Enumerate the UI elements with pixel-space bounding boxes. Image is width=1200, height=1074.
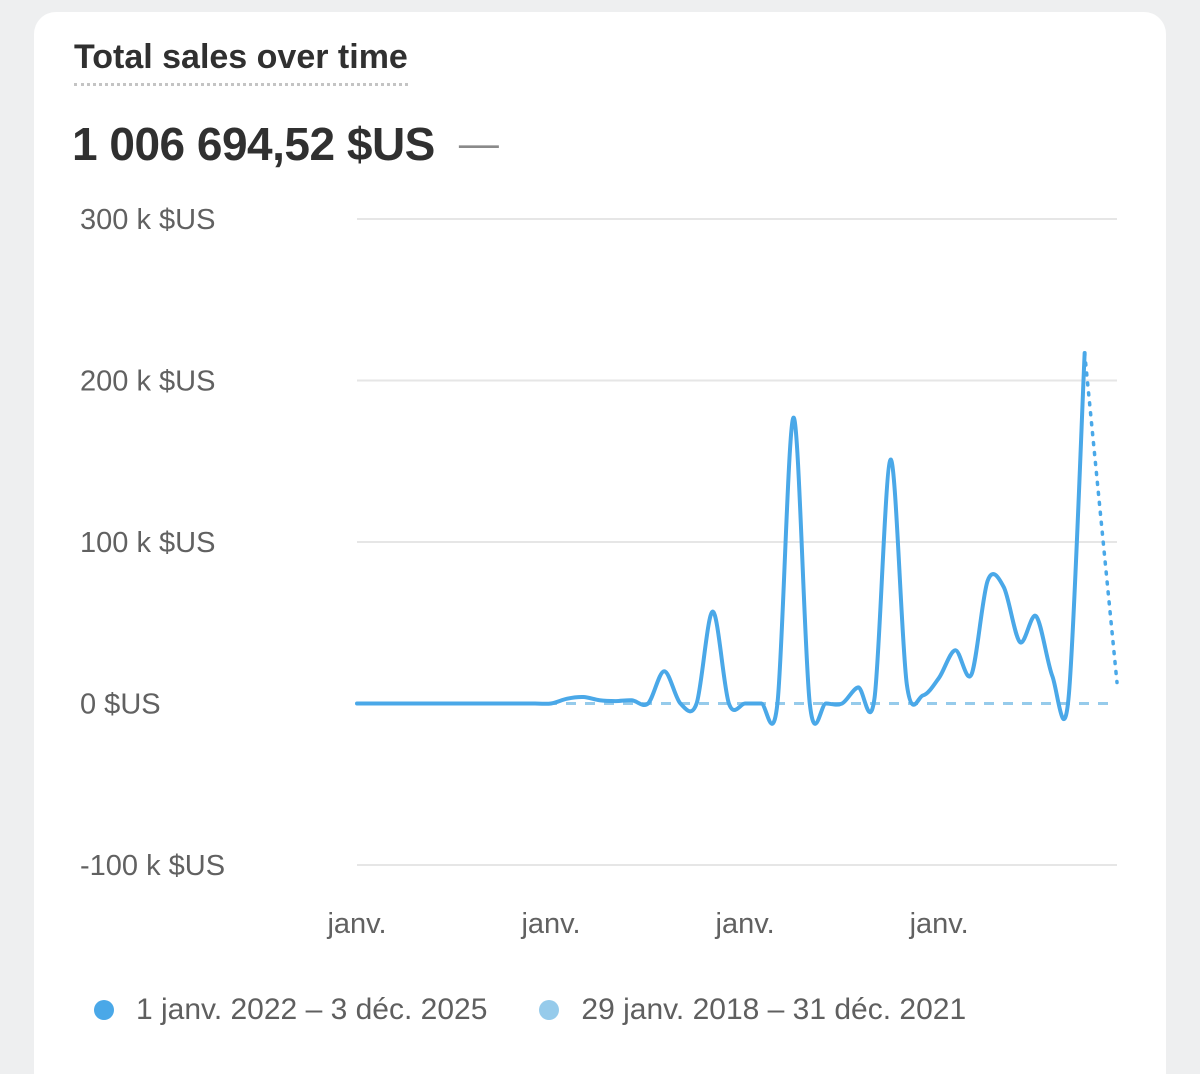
chart-legend: 1 janv. 2022 – 3 déc. 2025 29 janv. 2018… [94,990,1018,1030]
x-tick-label: janv. [520,908,580,940]
y-tick-label: 200 k $US [80,366,215,398]
legend-item-current[interactable]: 1 janv. 2022 – 3 déc. 2025 [94,993,487,1027]
total-row: 1 006 694,52 $US — [72,118,499,170]
x-tick-label: janv. [715,908,775,940]
y-tick-label: -100 k $US [80,850,225,882]
legend-dot-icon [94,1000,114,1020]
y-tick-label: 0 $US [80,689,161,721]
series-lines [355,351,1119,726]
x-tick-label: janv. [326,908,386,940]
total-sales-value: 1 006 694,52 $US [72,118,435,170]
card-title[interactable]: Total sales over time [74,38,408,86]
y-tick-label: 300 k $US [80,204,215,236]
comparison-value: — [458,122,499,166]
legend-label-current: 1 janv. 2022 – 3 déc. 2025 [136,993,488,1026]
legend-dot-icon [539,1000,560,1020]
y-tick-label: 100 k $US [80,527,215,559]
primary-series-line [355,351,1087,726]
legend-label-comparison: 29 janv. 2018 – 31 déc. 2021 [581,993,967,1026]
x-tick-label: janv. [909,908,969,940]
legend-item-comparison[interactable]: 29 janv. 2018 – 31 déc. 2021 [539,993,966,1027]
grid-lines [357,218,1117,866]
projection-line [1082,351,1119,685]
x-axis-tick-labels: janv. janv. janv. janv. [326,908,968,940]
y-axis-tick-labels: 300 k $US 200 k $US 100 k $US 0 $US -100 k $… [80,204,225,882]
